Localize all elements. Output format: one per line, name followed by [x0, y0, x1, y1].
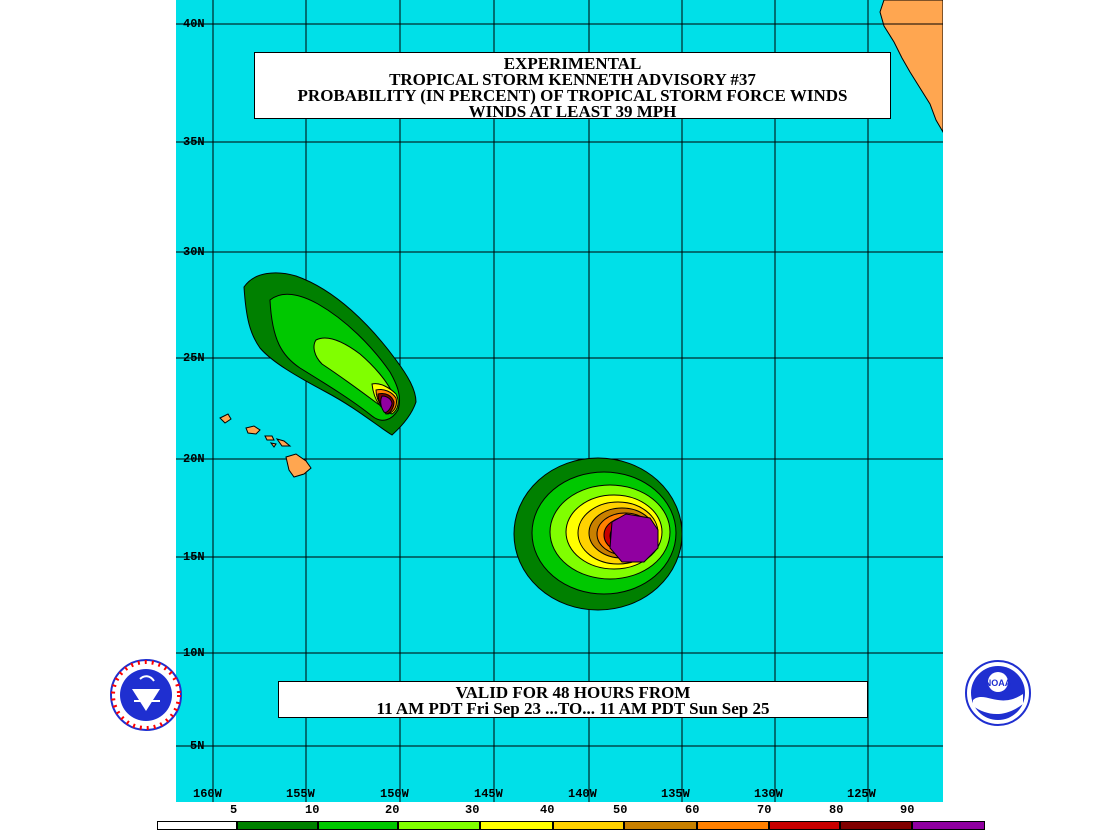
lat-label: 15N	[183, 550, 205, 564]
title-box: EXPERIMENTAL TROPICAL STORM KENNETH ADVI…	[254, 52, 891, 121]
lat-label: 10N	[183, 646, 205, 660]
nws-logo-icon	[110, 659, 182, 731]
legend-swatch	[769, 821, 840, 830]
legend-label: 5	[230, 803, 238, 817]
north-storm-swath	[243, 272, 417, 436]
hawaiian-islands	[219, 413, 312, 478]
legend-label: 50	[613, 803, 628, 817]
valid-line-2: 11 AM PDT Fri Sep 23 ...TO... 11 AM PDT …	[376, 699, 770, 718]
lon-label: 150W	[380, 787, 409, 801]
lat-label: 40N	[183, 17, 205, 31]
legend-swatch	[480, 821, 553, 830]
title-line-3: PROBABILITY (IN PERCENT) OF TROPICAL STO…	[297, 86, 848, 105]
legend-swatch	[318, 821, 398, 830]
lon-label: 155W	[286, 787, 315, 801]
legend-swatch	[912, 821, 985, 830]
title-line-4: WINDS AT LEAST 39 MPH	[468, 102, 677, 121]
valid-period-box: VALID FOR 48 HOURS FROM 11 AM PDT Fri Se…	[278, 681, 868, 718]
legend-swatch	[624, 821, 697, 830]
lat-label: 35N	[183, 135, 205, 149]
legend-swatch	[157, 821, 237, 830]
legend-swatch	[398, 821, 480, 830]
valid-line-1: VALID FOR 48 HOURS FROM	[455, 683, 691, 702]
legend-label: 90	[900, 803, 915, 817]
legend-label: 10	[305, 803, 320, 817]
lat-label: 25N	[183, 351, 205, 365]
legend-label: 20	[385, 803, 400, 817]
lon-label: 160W	[193, 787, 222, 801]
grid-lines	[176, 0, 943, 802]
lon-label: 130W	[754, 787, 783, 801]
legend-label: 40	[540, 803, 555, 817]
lat-label: 20N	[183, 452, 205, 466]
title-line-2: TROPICAL STORM KENNETH ADVISORY #37	[389, 70, 756, 89]
legend-label: 30	[465, 803, 480, 817]
legend-swatch	[697, 821, 769, 830]
legend-label: 80	[829, 803, 844, 817]
title-line-1: EXPERIMENTAL	[503, 54, 642, 73]
lat-label: 30N	[183, 245, 205, 259]
legend-swatch	[840, 821, 912, 830]
noaa-logo-text: NOAA	[985, 678, 1012, 688]
legend-label: 70	[757, 803, 772, 817]
lat-label: 5N	[190, 739, 205, 753]
legend-swatch	[553, 821, 624, 830]
map-canvas	[176, 0, 943, 802]
lon-label: 140W	[568, 787, 597, 801]
noaa-logo-icon: NOAA	[965, 660, 1031, 726]
ocean	[176, 0, 943, 802]
lon-label: 145W	[474, 787, 503, 801]
lon-label: 135W	[661, 787, 690, 801]
lon-label: 125W	[847, 787, 876, 801]
legend-label: 60	[685, 803, 700, 817]
south-storm-swath	[513, 457, 683, 611]
legend-swatch	[237, 821, 318, 830]
